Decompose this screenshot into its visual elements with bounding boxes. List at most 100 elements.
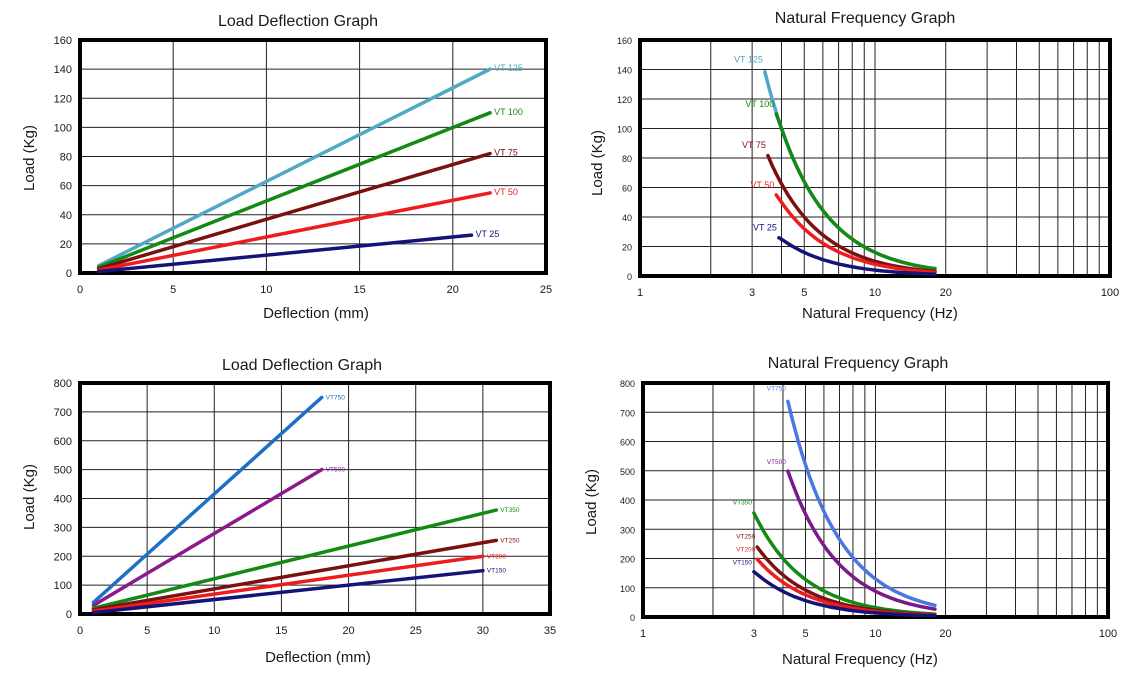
series-label-vt50: VT 50 [494, 187, 518, 197]
plot-frame [638, 38, 1112, 278]
y-tick-label: 700 [54, 407, 72, 419]
series-label-vt200: VT200 [736, 547, 756, 554]
series-label-vt25: VT 25 [475, 229, 499, 239]
y-tick-label: 120 [617, 95, 632, 105]
y-tick-label: 140 [617, 66, 632, 76]
x-tick-label: 5 [802, 628, 808, 640]
x-tick-label: 0 [77, 284, 83, 296]
y-tick-label: 600 [620, 438, 635, 448]
x-tick-label: 5 [801, 287, 807, 299]
x-tick-label: 25 [540, 284, 552, 296]
x-tick-label: 0 [77, 625, 83, 637]
y-tick-label: 300 [620, 525, 635, 535]
chart-4: 0 100 200 300 400 500 600 700 800 1 3 5 10 20 100 Natur… [583, 355, 1117, 668]
series-label-vt500: VT500 [326, 467, 346, 474]
x-tick-label: 20 [447, 284, 459, 296]
x-tick-label: 20 [939, 628, 951, 640]
y-tick-label: 100 [617, 125, 632, 135]
y-axis-label: Load (Kg) [21, 125, 38, 191]
gridlines [643, 382, 1108, 618]
x-tick-label: 1 [637, 287, 643, 299]
series-label-vt250: VT250 [500, 537, 520, 544]
chart-1: 0 20 40 60 80 100 120 140 160 0 5 10 15 20 25 Load Defl… [21, 13, 552, 322]
series-label-vt75: VT 75 [742, 140, 766, 150]
y-tick-label: 20 [60, 239, 72, 251]
x-tick-label: 15 [353, 284, 365, 296]
y-tick-label: 20 [622, 243, 632, 253]
plot-frame [78, 38, 548, 275]
y-tick-label: 800 [54, 378, 72, 390]
x-tick-label: 5 [170, 284, 176, 296]
series-line-vt200 [755, 557, 937, 617]
y-tick-label: 400 [620, 496, 635, 506]
series-label-vt25: VT 25 [753, 223, 777, 233]
series-line-vt350 [752, 511, 937, 616]
series-label-vt350: VT350 [500, 507, 520, 514]
y-tick-label: 0 [627, 272, 632, 282]
series-line-vt750 [786, 399, 937, 608]
series-line-vt350 [91, 508, 499, 610]
y-tick-label: 400 [54, 494, 72, 506]
y-tick-label: 0 [66, 609, 72, 621]
series-line-vt200 [91, 554, 485, 613]
series-label-vt350: VT350 [733, 500, 753, 507]
y-tick-label: 40 [622, 213, 632, 223]
y-tick-label: 200 [620, 555, 635, 565]
chart-3: 0 100 200 300 400 500 600 700 800 0 5 10 15 20 25 30 35 L… [21, 357, 556, 666]
series-label-vt100: VT 100 [494, 107, 523, 117]
x-tick-label: 3 [751, 628, 757, 640]
series-line-vt500 [91, 467, 324, 608]
x-tick-label: 15 [275, 625, 287, 637]
series-line-vt75 [96, 151, 492, 271]
x-tick-label: 10 [869, 628, 881, 640]
y-tick-label: 0 [66, 268, 72, 280]
series-label-vt150: VT150 [733, 560, 753, 567]
x-tick-label: 10 [208, 625, 220, 637]
y-tick-label: 300 [54, 522, 72, 534]
y-axis-label: Load (Kg) [21, 464, 38, 530]
series-label-vt750: VT750 [767, 386, 787, 393]
series-label-vt200: VT200 [487, 553, 507, 560]
x-tick-label: 35 [544, 625, 556, 637]
series-line-vt50 [774, 193, 937, 275]
x-axis-label: Deflection (mm) [265, 649, 371, 666]
plot-frame [78, 381, 552, 616]
x-tick-label: 5 [144, 625, 150, 637]
series-line-vt75 [766, 153, 937, 274]
x-tick-label: 25 [410, 625, 422, 637]
series-label-vt500: VT500 [767, 459, 787, 466]
y-tick-label: 600 [54, 436, 72, 448]
series-label-vt250: VT250 [736, 533, 756, 540]
y-tick-label: 80 [622, 154, 632, 164]
y-axis-label: Load (Kg) [589, 130, 606, 196]
chart-title: Load Deflection Graph [222, 357, 382, 374]
y-tick-label: 60 [622, 184, 632, 194]
x-tick-label: 1 [640, 628, 646, 640]
y-axis-label: Load (Kg) [583, 469, 600, 535]
series-line-vt125 [96, 67, 492, 268]
y-tick-label: 40 [60, 210, 72, 222]
x-tick-label: 20 [940, 287, 952, 299]
y-tick-label: 120 [54, 93, 72, 105]
chart-2: 0 20 40 60 80 100 120 140 160 1 3 5 10 20 100 Natural F… [589, 10, 1119, 322]
x-tick-label: 30 [477, 625, 489, 637]
y-tick-label: 200 [54, 551, 72, 563]
y-tick-label: 140 [54, 64, 72, 76]
series-line-vt150 [752, 569, 937, 618]
x-tick-label: 10 [869, 287, 881, 299]
y-tick-label: 100 [54, 580, 72, 592]
x-tick-label: 10 [260, 284, 272, 296]
series-line-vt150 [91, 568, 485, 615]
y-tick-label: 80 [60, 152, 72, 164]
series-label-vt125: VT 125 [494, 63, 523, 73]
chart-title: Natural Frequency Graph [768, 355, 949, 372]
series-label-vt750: VT750 [326, 394, 346, 401]
y-tick-label: 100 [620, 584, 635, 594]
y-tick-label: 160 [54, 35, 72, 47]
series-label-vt100: VT 100 [745, 99, 774, 109]
x-tick-label: 20 [342, 625, 354, 637]
x-axis-label: Natural Frequency (Hz) [802, 305, 958, 322]
series-line-vt25 [96, 233, 474, 274]
